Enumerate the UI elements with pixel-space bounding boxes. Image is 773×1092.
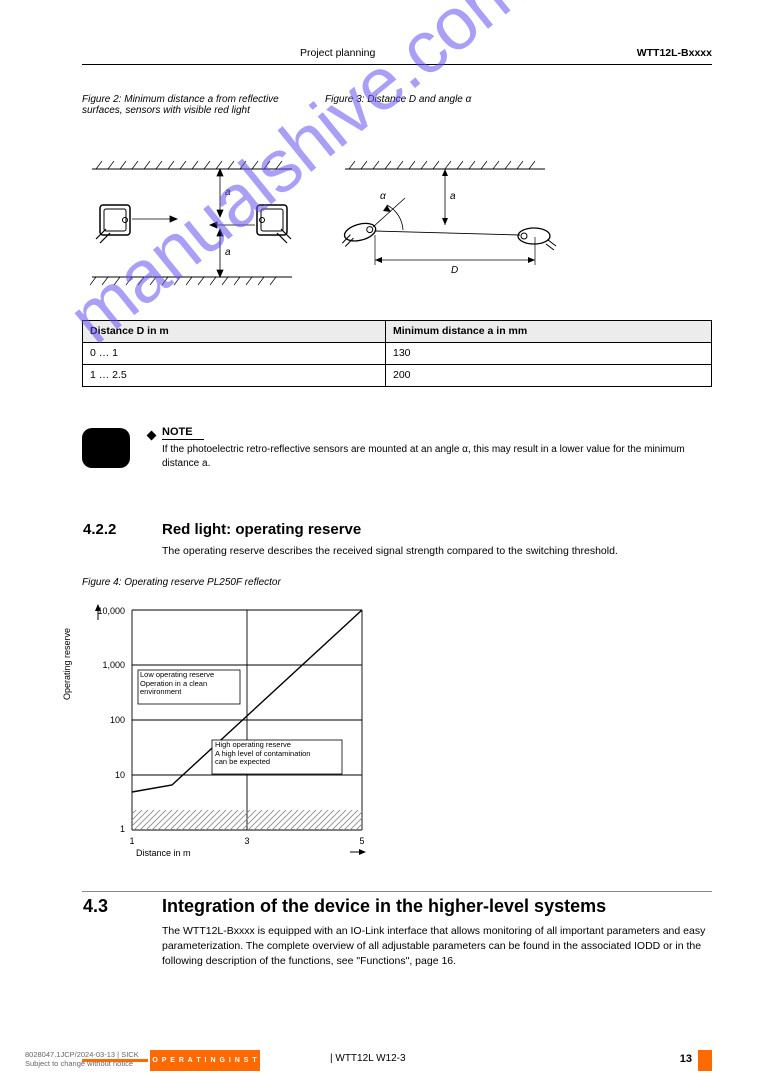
section-4-2-2-para: The operating reserve describes the rece… <box>162 544 710 559</box>
td-r1c2: 130 <box>386 343 712 365</box>
th-mindist: Minimum distance a in mm <box>386 321 712 343</box>
svg-text:10,000: 10,000 <box>97 606 125 616</box>
note-body: If the photoelectric retro-reflective se… <box>162 443 710 470</box>
header-rule <box>82 64 712 65</box>
svg-text:1,000: 1,000 <box>102 660 125 670</box>
operating-reserve-chart: 1 10 100 1,000 10,000 1 3 5 Distance in … <box>92 600 382 873</box>
footer-page-accent <box>698 1050 712 1071</box>
footer-accent-bar <box>82 1059 148 1062</box>
td-r1c1: 0 … 1 <box>83 343 386 365</box>
note-bullet-icon <box>147 431 157 441</box>
footer-doc-type: O P E R A T I N G I N S T R U C T I O N … <box>150 1050 260 1071</box>
th-distance: Distance D in m <box>83 321 386 343</box>
chart-x-label: Distance in m <box>136 848 191 858</box>
chart-box-high: High operating reserveA high level of co… <box>215 741 341 767</box>
note-title: NOTE <box>162 426 204 440</box>
footer-product: | WTT12L W12-3 <box>330 1053 406 1064</box>
svg-text:α: α <box>380 191 386 202</box>
svg-text:100: 100 <box>110 715 125 725</box>
chart-y-axis-label: Operating reserve <box>62 628 72 700</box>
svg-text:5: 5 <box>359 836 364 846</box>
svg-text:3: 3 <box>244 836 249 846</box>
svg-text:1: 1 <box>129 836 134 846</box>
chart-box-low: Low operating reserveOperation in a clea… <box>140 671 238 697</box>
svg-text:a: a <box>450 191 456 202</box>
diagram-left: a a <box>82 155 302 308</box>
figure-4-caption: Figure 4: Operating reserve PL250F refle… <box>82 577 281 588</box>
section-4-3-para: The WTT12L-Bxxxx is equipped with an IO-… <box>162 924 710 970</box>
distance-table: Distance D in m Minimum distance a in mm… <box>82 320 712 387</box>
svg-text:1: 1 <box>120 824 125 834</box>
header-breadcrumb: Project planning <box>300 47 375 59</box>
footer-page-number: 13 <box>680 1053 692 1065</box>
label-a-top: a <box>225 187 231 198</box>
figure-2-caption: Figure 2: Minimum distance a from reflec… <box>82 94 312 116</box>
section-4-2-2-num: 4.2.2 <box>83 521 116 538</box>
svg-text:10: 10 <box>115 770 125 780</box>
label-a-bot: a <box>225 247 231 258</box>
td-r2c2: 200 <box>386 365 712 387</box>
section-4-2-2-title: Red light: operating reserve <box>162 521 361 538</box>
figure-3-caption: Figure 3: Distance D and angle α <box>325 94 555 105</box>
header-model: WTT12L-Bxxxx <box>637 47 712 59</box>
td-r2c1: 1 … 2.5 <box>83 365 386 387</box>
section-4-3-num: 4.3 <box>83 896 108 917</box>
note-icon <box>82 428 130 468</box>
section-4-3-rule <box>82 891 712 892</box>
diagram-right: a α D <box>325 155 565 308</box>
section-4-3-title: Integration of the device in the higher-… <box>162 896 606 917</box>
svg-text:D: D <box>451 265 458 276</box>
